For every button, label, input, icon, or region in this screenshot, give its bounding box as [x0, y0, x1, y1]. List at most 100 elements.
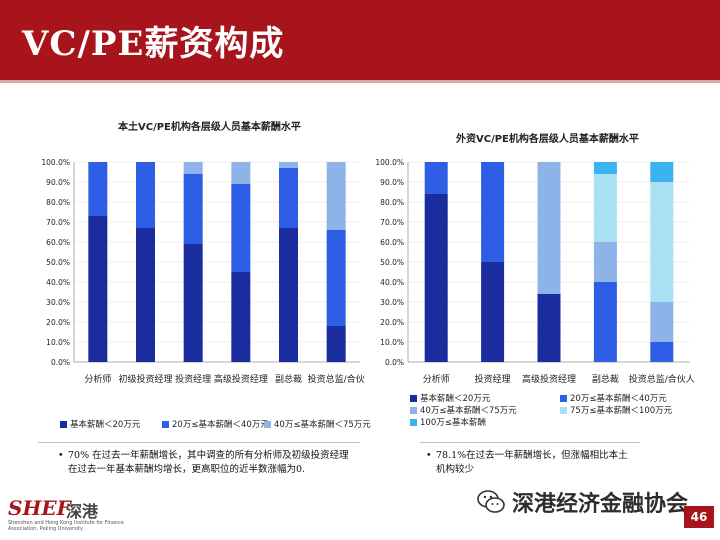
- bar-segment: [231, 162, 251, 184]
- y-tick-label: 60.0%: [380, 238, 404, 247]
- bar-segment: [279, 168, 298, 228]
- bar-segment: [650, 342, 674, 362]
- legend-label: 40万≤基本薪酬＜75万元: [274, 420, 371, 430]
- legend-swatch: [560, 394, 567, 402]
- legend-foreign: 基本薪酬＜20万元 20万≤基本薪酬＜40万元 40万≤基本薪酬＜75万元 75万≤基…: [410, 392, 710, 432]
- bar-segment: [593, 174, 617, 242]
- divider-left: [38, 442, 360, 443]
- y-tick-label: 0.0%: [51, 358, 70, 367]
- watermark-text: 深港经济金融协会: [512, 492, 689, 517]
- y-tick-label: 90.0%: [46, 178, 70, 187]
- bar-segment: [279, 228, 298, 362]
- bar-segment: [650, 162, 674, 182]
- legend-label: 20万≤基本薪酬＜40万元: [172, 420, 269, 430]
- bullet-icon: •: [58, 450, 64, 461]
- page-number: 46: [684, 506, 714, 528]
- y-tick-label: 90.0%: [380, 178, 404, 187]
- x-tick-label: 初级投资经理: [118, 373, 172, 385]
- legend-item: 40万≤基本薪酬＜75万元: [410, 404, 517, 416]
- legend-swatch: [410, 418, 417, 426]
- legend-domestic: 基本薪酬＜20万元 20万≤基本薪酬＜40万元 40万≤基本薪酬＜75万元: [60, 418, 371, 438]
- x-tick-label: 投资经理: [475, 373, 511, 385]
- legend-item: 75万≤基本薪酬＜100万元: [560, 404, 672, 416]
- y-tick-label: 20.0%: [46, 318, 70, 327]
- logo-cn: 深港: [66, 502, 99, 521]
- bar-segment: [424, 194, 448, 362]
- shef-logo: SHEF 深港 Shenzhen and Hong Kong Institute…: [6, 494, 126, 534]
- bar-segment: [88, 216, 108, 362]
- bar-segment: [136, 162, 155, 228]
- legend-item: 20万≤基本薪酬＜40万元: [162, 418, 269, 430]
- y-tick-label: 80.0%: [380, 198, 404, 207]
- bar-segment: [231, 272, 251, 362]
- y-tick-label: 20.0%: [380, 318, 404, 327]
- header-divider: [0, 80, 720, 83]
- chart-title-foreign: 外资VC/PE机构各层级人员基本薪酬水平: [456, 134, 639, 145]
- logo-subtitle: Shenzhen and Hong Kong Institute for Fin…: [8, 520, 124, 532]
- y-tick-label: 100.0%: [41, 158, 70, 167]
- bullet-icon: •: [426, 450, 432, 461]
- x-tick-label: 副总裁: [592, 373, 619, 385]
- bar-segment: [183, 162, 203, 174]
- y-tick-label: 40.0%: [46, 278, 70, 287]
- y-tick-label: 100.0%: [375, 158, 404, 167]
- y-tick-label: 10.0%: [46, 338, 70, 347]
- chart-title-domestic: 本土VC/PE机构各层级人员基本薪酬水平: [118, 122, 301, 133]
- y-tick-label: 30.0%: [380, 298, 404, 307]
- legend-item: 40万≤基本薪酬＜75万元: [264, 418, 371, 430]
- bar-segment: [183, 174, 203, 244]
- y-tick-label: 50.0%: [380, 258, 404, 267]
- bar-segment: [326, 162, 346, 230]
- y-tick-label: 0.0%: [385, 358, 404, 367]
- page-title: VC/PE薪资构成: [22, 24, 285, 64]
- legend-item: 100万≤基本薪酬: [410, 416, 486, 428]
- bar-segment: [593, 162, 617, 174]
- note-right-text: 78.1%在过去一年薪酬增长，但涨幅相比本土机构较少: [436, 450, 628, 475]
- y-tick-label: 30.0%: [46, 298, 70, 307]
- note-right: • 78.1%在过去一年薪酬增长，但涨幅相比本土机构较少: [426, 449, 636, 477]
- legend-swatch: [162, 420, 169, 428]
- note-left-text: 70% 在过去一年薪酬增长，其中调查的所有分析师及初级投资经理在过去一年基本薪酬…: [68, 450, 349, 475]
- legend-label: 40万≤基本薪酬＜75万元: [420, 406, 517, 416]
- y-tick-label: 80.0%: [46, 198, 70, 207]
- x-tick-label: 高级投资经理: [522, 373, 576, 385]
- bar-segment: [481, 262, 505, 362]
- bar-segment: [481, 162, 505, 262]
- y-tick-label: 60.0%: [46, 238, 70, 247]
- legend-swatch: [264, 420, 271, 428]
- wechat-icon: [477, 490, 505, 513]
- y-tick-label: 50.0%: [46, 258, 70, 267]
- bar-segment: [279, 162, 298, 168]
- legend-swatch: [410, 394, 417, 402]
- x-tick-label: 高级投资经理: [214, 373, 268, 385]
- bar-segment: [326, 230, 346, 326]
- legend-label: 基本薪酬＜20万元: [70, 420, 141, 430]
- legend-item: 20万≤基本薪酬＜40万元: [560, 392, 667, 404]
- bar-segment: [650, 182, 674, 302]
- legend-label: 20万≤基本薪酬＜40万元: [570, 394, 667, 404]
- bar-segment: [136, 228, 155, 362]
- bar-segment: [183, 244, 203, 362]
- y-tick-label: 70.0%: [380, 218, 404, 227]
- x-tick-label: 副总裁: [275, 373, 302, 385]
- y-tick-label: 70.0%: [46, 218, 70, 227]
- x-tick-label: 投资总监/合伙人: [629, 373, 695, 385]
- bar-segment: [231, 184, 251, 272]
- x-tick-label: 投资经理: [175, 373, 211, 385]
- legend-swatch: [410, 406, 417, 414]
- legend-swatch: [560, 406, 567, 414]
- bar-segment: [88, 162, 108, 216]
- bar-segment: [326, 326, 346, 362]
- legend-item: 基本薪酬＜20万元: [410, 392, 490, 404]
- x-tick-label: 分析师: [423, 373, 450, 385]
- chart-domestic: 0.0% 10.0% 20.0% 30.0% 40.0% 50.0% 60.0% 70.0% 8…: [41, 158, 365, 385]
- x-tick-label: 投资总监/合伙: [308, 373, 365, 385]
- logo-mark: SHEF: [8, 496, 71, 520]
- legend-item: 基本薪酬＜20万元: [60, 418, 140, 430]
- header-bar: VC/PE薪资构成: [0, 0, 720, 80]
- divider-right: [420, 442, 640, 443]
- note-left: • 70% 在过去一年薪酬增长，其中调查的所有分析师及初级投资经理在过去一年基本…: [58, 449, 358, 477]
- bar-segment: [537, 294, 561, 362]
- legend-label: 75万≤基本薪酬＜100万元: [570, 406, 673, 416]
- bar-segment: [650, 302, 674, 342]
